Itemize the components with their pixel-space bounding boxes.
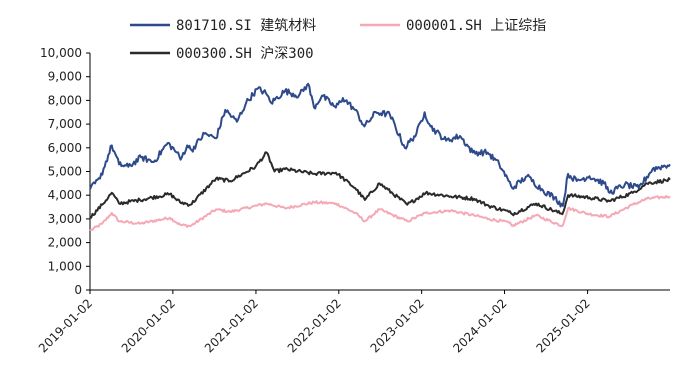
y-tick-label: 2,000 bbox=[48, 236, 82, 250]
x-axis: 2019-01-02 2020-01-02 2021-01-02 2022-01-02… bbox=[36, 289, 670, 355]
x-tick-label: 2024-01-02 bbox=[450, 296, 509, 355]
series-layer bbox=[89, 82, 671, 232]
y-tick-label: 5,000 bbox=[48, 165, 82, 179]
series-line-2 bbox=[89, 151, 671, 219]
series-line-1 bbox=[89, 194, 671, 232]
y-tick-label: 0 bbox=[74, 283, 82, 297]
x-tick-label: 2021-01-02 bbox=[202, 296, 261, 355]
series-line-0 bbox=[89, 82, 671, 208]
y-tick-label: 10,000 bbox=[40, 46, 82, 60]
y-axis: 0 1,000 2,000 3,000 4,000 5,000 6,000 7,000 8,00… bbox=[40, 46, 91, 297]
y-tick-label: 4,000 bbox=[48, 188, 82, 202]
y-tick-label: 7,000 bbox=[48, 117, 82, 131]
y-tick-label: 1,000 bbox=[48, 259, 82, 273]
legend-label: 801710.SI 建筑材料 bbox=[176, 18, 316, 34]
y-tick-label: 6,000 bbox=[48, 141, 82, 155]
y-tick-label: 9,000 bbox=[48, 70, 82, 84]
x-tick-label: 2022-01-02 bbox=[285, 296, 344, 355]
x-tick-label: 2025-01-02 bbox=[533, 296, 592, 355]
legend: 801710.SI 建筑材料 000001.SH 上证综指 000300.SH 沪深… bbox=[130, 18, 546, 62]
y-tick-label: 8,000 bbox=[48, 93, 82, 107]
y-tick-label: 3,000 bbox=[48, 212, 82, 226]
x-tick-label: 2020-01-02 bbox=[119, 296, 178, 355]
x-tick-label: 2019-01-02 bbox=[36, 296, 95, 355]
x-tick-label: 2023-01-02 bbox=[368, 296, 427, 355]
legend-label: 000001.SH 上证综指 bbox=[406, 18, 546, 34]
legend-label: 000300.SH 沪深300 bbox=[176, 46, 314, 62]
